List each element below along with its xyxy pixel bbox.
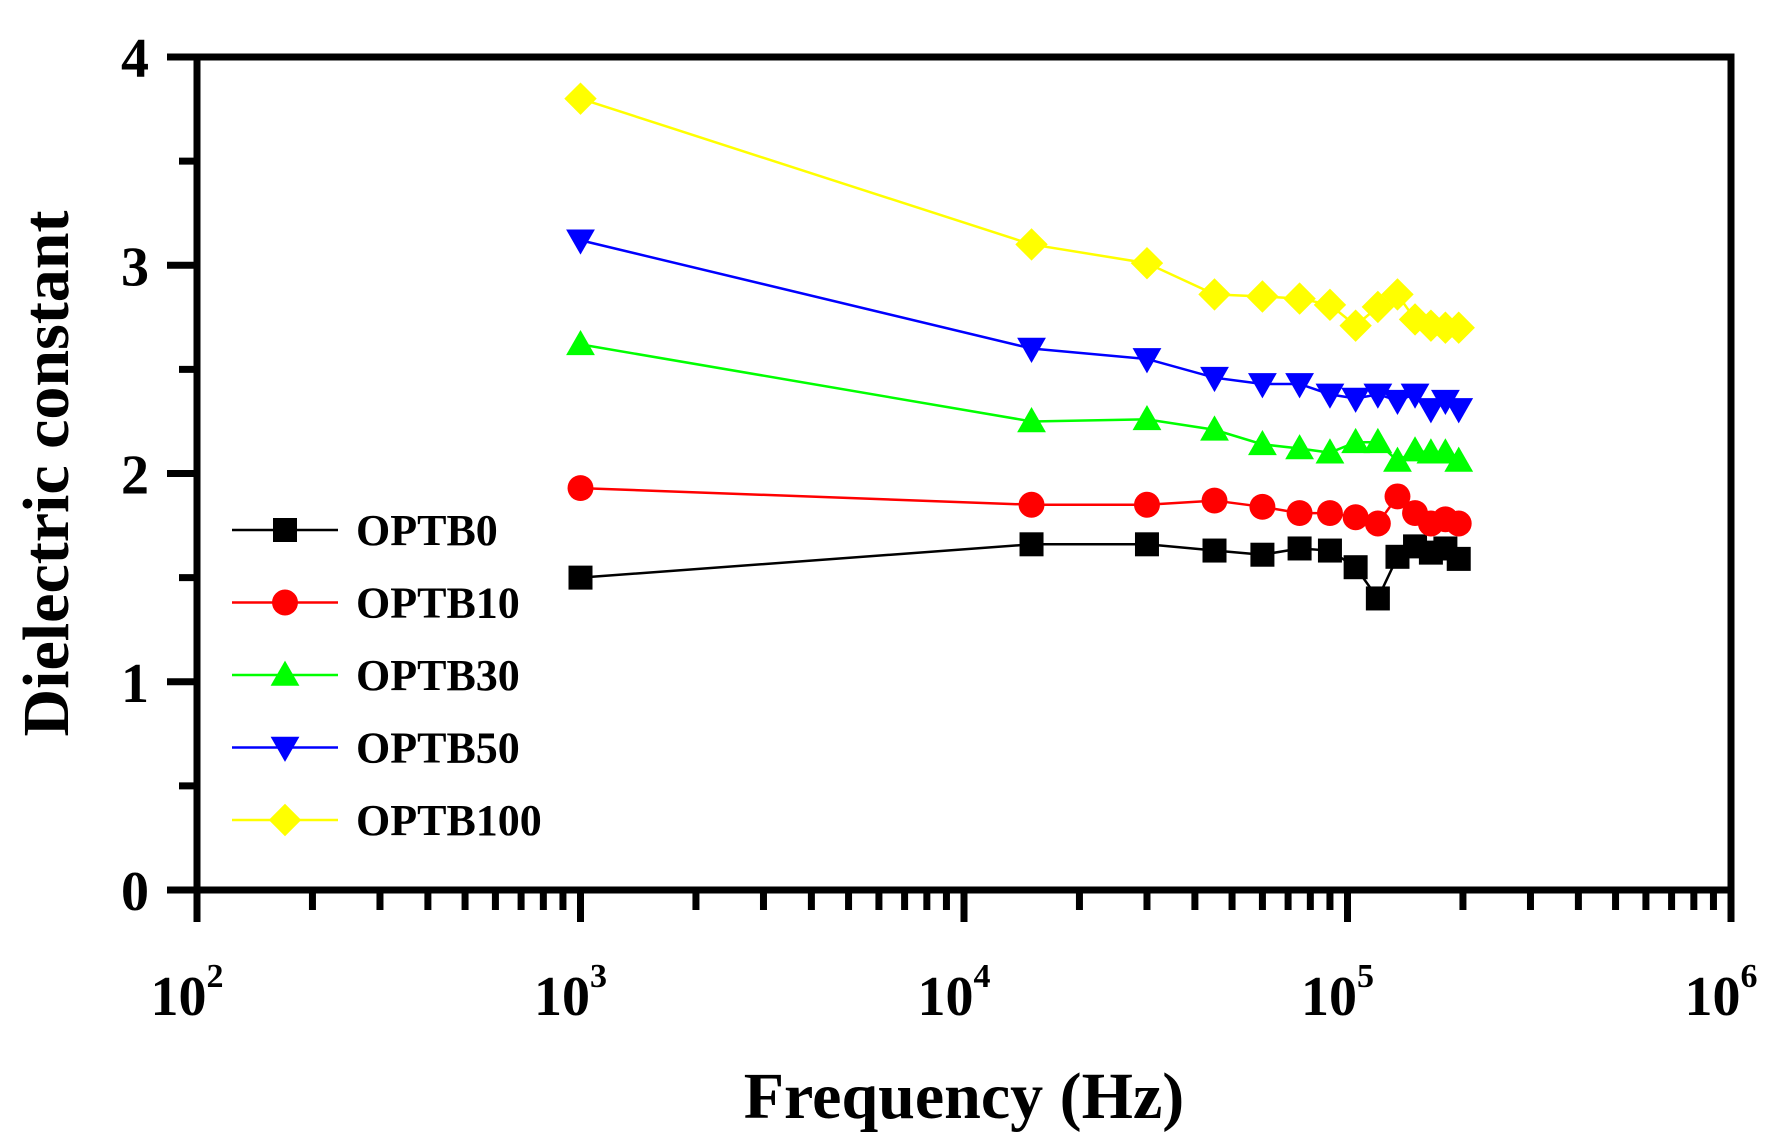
data-point <box>1132 404 1162 431</box>
data-point <box>1363 427 1393 454</box>
legend-label: OPTB30 <box>356 651 520 700</box>
data-point <box>1361 290 1395 324</box>
data-point <box>1444 398 1474 424</box>
data-point <box>1285 434 1314 460</box>
data-point <box>1339 309 1372 342</box>
data-point <box>1015 228 1048 261</box>
data-point <box>1134 491 1160 518</box>
data-point <box>1416 398 1446 424</box>
legend-marker <box>268 803 302 837</box>
data-point <box>1201 487 1228 514</box>
data-point <box>1200 415 1229 441</box>
data-point <box>1383 446 1412 472</box>
data-point <box>1132 348 1162 374</box>
legend-label: OPTB10 <box>356 579 520 628</box>
series-optb100 <box>564 82 1475 344</box>
data-point <box>1130 246 1164 280</box>
data-point <box>1444 446 1474 472</box>
y-tick-label: 0 <box>121 861 149 923</box>
data-point <box>1248 429 1277 456</box>
data-point <box>1442 311 1475 344</box>
data-point <box>566 229 595 255</box>
data-point <box>568 565 593 590</box>
data-point <box>1017 407 1046 433</box>
legend-marker <box>270 736 300 762</box>
data-point <box>1250 542 1275 567</box>
data-point <box>1400 383 1430 409</box>
data-point <box>1384 483 1411 510</box>
data-point <box>1317 538 1342 563</box>
data-point <box>1315 383 1345 409</box>
data-point <box>567 475 594 502</box>
legend-item-optb10: OPTB10 <box>232 579 520 628</box>
y-tick-label: 2 <box>121 445 149 507</box>
legend-label: OPTB100 <box>356 796 542 845</box>
series-optb30 <box>566 329 1474 472</box>
legend-item-optb0: OPTB0 <box>232 506 498 555</box>
y-tick-label: 4 <box>121 28 149 90</box>
data-point <box>1430 438 1460 464</box>
axes: 102 103 104 105 106 0 1 2 3 4 <box>121 28 1758 1028</box>
x-tick-label: 102 <box>151 958 224 1028</box>
data-point <box>1018 491 1045 518</box>
x-tick-label: 106 <box>1685 958 1758 1028</box>
data-point <box>1383 389 1412 416</box>
legend-item-optb30: OPTB30 <box>232 651 520 700</box>
data-point <box>1249 493 1276 520</box>
data-point <box>1248 373 1277 399</box>
legend-marker <box>272 589 298 616</box>
x-tick-label: 103 <box>534 958 607 1028</box>
series-optb50 <box>566 229 1474 424</box>
data-point <box>1202 538 1227 563</box>
data-point <box>1341 387 1371 413</box>
data-point <box>1381 278 1414 311</box>
data-point <box>1446 546 1471 571</box>
data-point <box>1200 366 1229 393</box>
data-point <box>1445 510 1472 537</box>
data-point <box>1343 555 1368 580</box>
y-axis-title: Dielectric constant <box>10 211 83 737</box>
data-point <box>1365 586 1390 611</box>
data-point <box>1342 504 1369 531</box>
legend-item-optb100: OPTB100 <box>232 796 542 845</box>
data-point <box>566 329 595 356</box>
data-point <box>1246 280 1279 313</box>
data-point <box>1313 288 1347 322</box>
legend-label: OPTB50 <box>356 724 520 773</box>
series-optb0 <box>568 532 1471 611</box>
data-point <box>1287 536 1312 561</box>
legend-marker <box>270 660 300 686</box>
data-point <box>1019 532 1044 557</box>
legend: OPTB0 OPTB10 OPTB30 OPTB50 OPTB100 <box>232 506 542 845</box>
data-point <box>1283 282 1316 315</box>
data-point <box>1285 373 1314 399</box>
data-point <box>1430 389 1460 416</box>
data-point <box>1017 337 1046 363</box>
series-optb10 <box>567 475 1472 537</box>
data-point <box>1341 427 1371 454</box>
x-tick-label: 105 <box>1301 958 1374 1028</box>
data-point <box>564 82 597 115</box>
legend-item-optb50: OPTB50 <box>232 724 520 773</box>
legend-marker <box>273 518 297 542</box>
data-point <box>1364 510 1391 537</box>
data-point <box>1316 500 1343 527</box>
y-tick-label: 3 <box>121 236 149 298</box>
data-point <box>1134 532 1159 557</box>
legend-label: OPTB0 <box>356 506 498 555</box>
plot-series <box>564 82 1475 611</box>
x-axis-title: Frequency (Hz) <box>744 1060 1185 1133</box>
data-point <box>1315 438 1345 464</box>
data-point <box>1198 278 1231 311</box>
x-tick-label: 104 <box>918 958 991 1028</box>
data-point <box>1286 500 1313 527</box>
y-tick-label: 1 <box>121 653 149 715</box>
